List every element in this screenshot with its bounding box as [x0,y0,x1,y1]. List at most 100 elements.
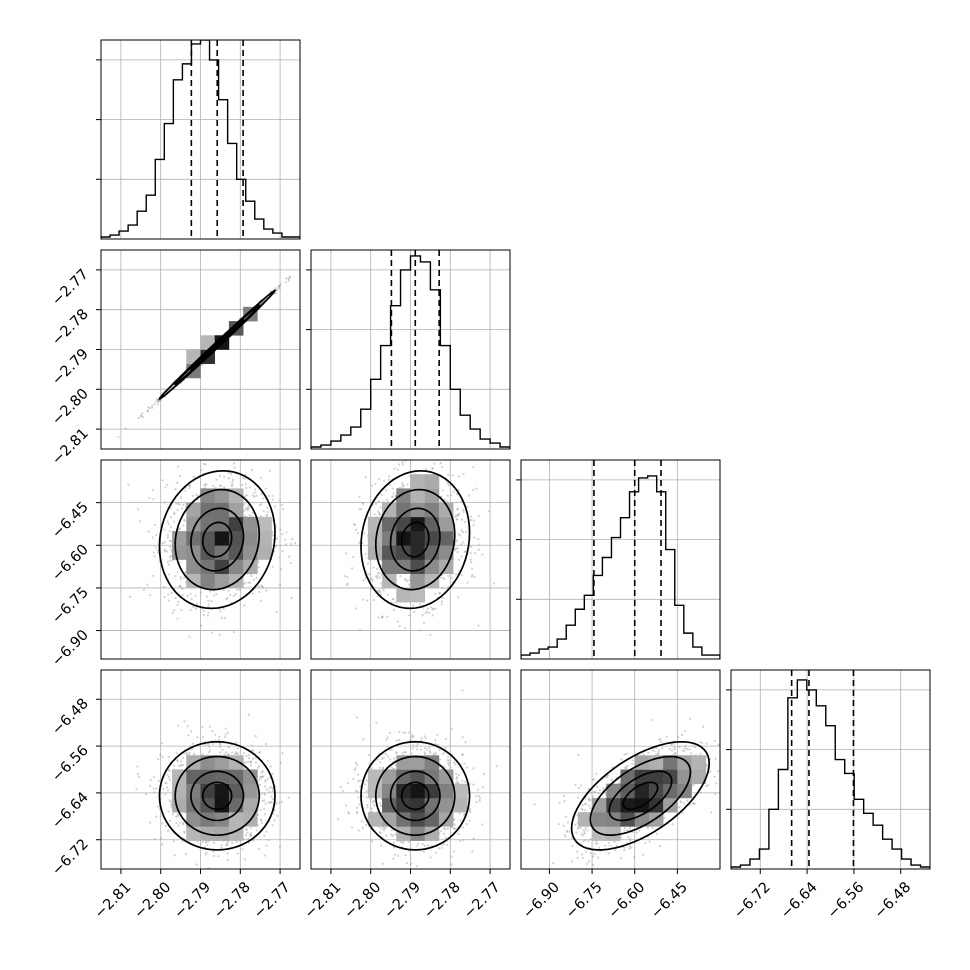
density-cell [438,531,454,546]
sample-point [241,476,245,480]
sample-point [227,840,230,843]
sample-point [419,629,422,632]
sample-point [258,751,261,755]
sample-point [262,497,265,500]
density-cell [186,531,201,546]
sample-point [170,803,173,806]
sample-point [232,630,236,634]
sample-point [472,488,475,491]
contour-line [158,469,276,610]
sample-point [377,616,380,619]
histogram-step [101,40,300,239]
sample-point [218,743,222,746]
sample-point [263,813,267,816]
sample-point [281,507,284,511]
sample-point [364,476,367,479]
density-cell [214,531,230,546]
sample-point [177,724,180,727]
sample-point [177,600,180,604]
sample-point [285,277,288,280]
sample-point [355,528,358,531]
sample-point [152,498,155,501]
sample-point [246,508,250,512]
sample-point [271,787,274,790]
sample-point [231,481,234,484]
sample-point [258,503,261,507]
sample-point [377,590,380,593]
sample-point [207,599,210,603]
sample-point [167,563,170,566]
density-cell [243,545,258,560]
sample-point [223,616,227,620]
panel-content [117,264,300,439]
sample-point [461,531,465,534]
sample-point [263,854,266,857]
density-cell [243,531,258,546]
sample-point [211,730,214,733]
sample-point [227,746,230,749]
sample-point [394,494,397,497]
sample-point [362,598,365,601]
sample-point [376,572,380,575]
sample-point [146,583,149,586]
sample-point [270,801,273,804]
sample-point [260,771,263,774]
sample-point [251,468,254,472]
sample-point [460,518,464,521]
sample-point [149,594,152,597]
sample-point [457,596,460,599]
sample-point [231,751,234,754]
sample-point [204,483,207,486]
sample-point [169,525,172,528]
sample-point [257,566,260,569]
sample-point [367,573,370,576]
sample-point [460,573,463,577]
density-cell [410,559,426,575]
sample-point [265,514,269,517]
sample-point [166,520,169,523]
sample-point [178,527,182,530]
sample-point [244,581,247,585]
sample-point [465,530,468,534]
sample-point [392,608,395,611]
sample-point [256,766,259,769]
sample-point [288,276,291,279]
sample-point [475,487,478,490]
sample-point [169,545,172,549]
sample-point [128,595,132,598]
sample-point [271,494,274,497]
sample-point [249,761,252,764]
sample-point [187,487,191,490]
sample-point [159,399,163,402]
sample-point [258,750,262,754]
sample-point [137,773,140,776]
sample-point [240,483,244,487]
sample-point [478,543,481,546]
sample-point [403,578,407,581]
sample-point [431,614,434,617]
sample-point [279,761,282,764]
sample-point [163,595,166,599]
sample-point [470,567,474,570]
sample-point [394,601,397,604]
sample-point [249,760,252,763]
sample-point [221,749,224,752]
sample-point [215,592,218,596]
sample-point [178,584,181,587]
sample-point [181,507,184,510]
density-cell [382,559,397,575]
sample-point [457,489,461,492]
sample-point [370,577,374,580]
sample-point [458,512,461,515]
sample-point [223,486,226,489]
sample-point [209,590,212,593]
sample-point [379,513,382,516]
sample-point [289,275,292,278]
sample-point [376,589,379,592]
sample-point [183,720,186,723]
sample-point [174,488,177,491]
sample-point [442,596,445,600]
sample-point [196,602,199,605]
sample-point [253,495,256,498]
sample-point [233,466,236,469]
